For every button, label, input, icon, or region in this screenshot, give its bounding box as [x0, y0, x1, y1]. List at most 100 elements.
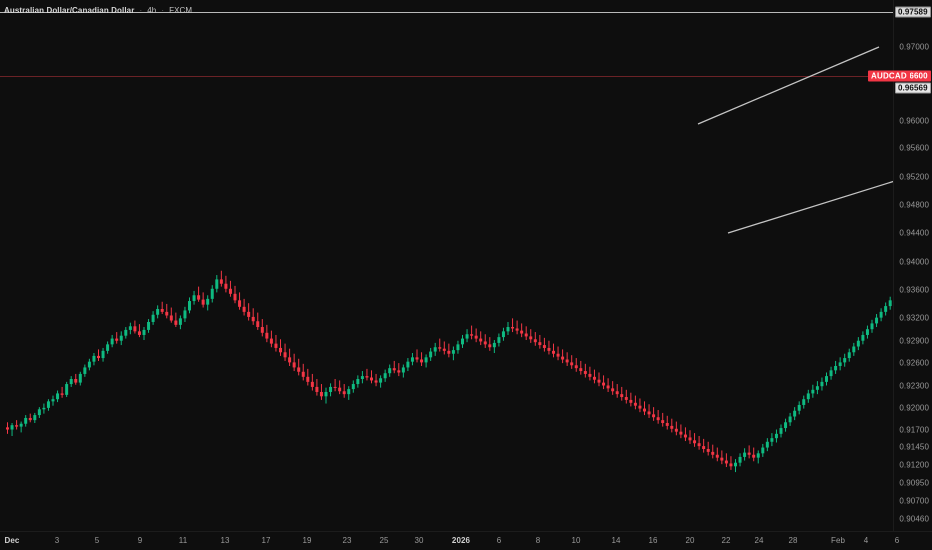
- legend-timeframe[interactable]: 4h: [147, 6, 157, 15]
- time-tick: 13: [220, 536, 230, 545]
- candle-body: [370, 377, 373, 381]
- candle-body: [142, 329, 146, 335]
- candle-wick: [539, 334, 541, 349]
- candle-body: [333, 386, 337, 388]
- candle-body: [670, 425, 674, 429]
- candle-body: [433, 347, 437, 352]
- candle-wick: [630, 392, 632, 407]
- candle-body: [115, 338, 119, 341]
- candle-wick: [138, 324, 140, 338]
- candle-body: [629, 399, 633, 403]
- candle-body: [656, 417, 660, 421]
- candle-body: [15, 425, 19, 427]
- candle-body: [547, 347, 551, 351]
- candle-body: [265, 332, 269, 339]
- candle-body: [260, 327, 264, 333]
- candle-body: [74, 378, 78, 383]
- candle-wick: [61, 386, 63, 398]
- candle-body: [28, 417, 32, 421]
- candle-wick: [530, 329, 532, 343]
- time-tick: 5: [94, 536, 100, 545]
- candle-body: [556, 353, 560, 357]
- candle-body: [797, 404, 801, 411]
- candle-body: [401, 367, 405, 373]
- candle-body: [752, 454, 756, 458]
- candle-body: [724, 460, 728, 464]
- candle-wick: [198, 286, 200, 302]
- legend-symbol-name[interactable]: Australian Dollar/Canadian Dollar: [4, 6, 135, 15]
- candle-body: [274, 343, 278, 348]
- candle-body: [570, 362, 574, 366]
- legend-separator-1: ·: [139, 6, 143, 15]
- channel-upper-line[interactable]: [697, 46, 880, 125]
- candle-body: [151, 314, 155, 322]
- candle-wick: [680, 424, 682, 439]
- candle-wick: [584, 363, 586, 378]
- time-scale[interactable]: Dec 3 5 9 11 13 17 19 23 25 30 2026 6 8 10 14 16 20 22 24 28…: [0, 531, 932, 550]
- candle-body: [520, 330, 524, 334]
- candle-body: [137, 331, 141, 335]
- candle-body: [233, 293, 237, 301]
- candle-wick: [621, 386, 623, 401]
- price-tick: 0.90700: [899, 496, 929, 506]
- candle-body: [652, 414, 656, 418]
- candle-body: [583, 371, 587, 374]
- candle-body: [643, 408, 646, 412]
- candle-body: [847, 352, 851, 359]
- candle-body: [56, 393, 60, 400]
- candle-body: [774, 433, 778, 439]
- candle-wick: [439, 338, 441, 352]
- candle-wick: [366, 368, 368, 381]
- candle-body: [815, 386, 819, 390]
- candle-body: [679, 431, 683, 435]
- candle-wick: [603, 375, 605, 390]
- candle-body: [6, 427, 9, 430]
- candle-body: [856, 340, 860, 347]
- chart-legend[interactable]: Australian Dollar/Canadian Dollar · 4h ·…: [4, 6, 192, 15]
- candle-wick: [566, 352, 568, 366]
- candle-body: [292, 362, 296, 368]
- candle-body: [147, 321, 151, 330]
- candle-body: [738, 456, 742, 463]
- candle-wick: [716, 447, 718, 462]
- time-tick: 19: [302, 536, 312, 545]
- chart-plot-area[interactable]: [0, 0, 893, 531]
- candle-wick: [753, 447, 755, 462]
- candle-body: [538, 342, 542, 346]
- time-tick: 4: [863, 536, 869, 545]
- candle-body: [256, 321, 260, 328]
- candle-wick: [525, 326, 527, 341]
- candle-body: [78, 373, 82, 383]
- time-tick: 28: [788, 536, 798, 545]
- time-tick: 22: [721, 536, 731, 545]
- candle-body: [451, 350, 455, 354]
- candle-body: [770, 438, 774, 442]
- candle-body: [888, 300, 892, 307]
- candle-wick: [725, 453, 727, 468]
- candle-wick: [703, 438, 705, 453]
- candle-body: [702, 446, 706, 449]
- legend-exchange[interactable]: FXCM: [169, 6, 193, 15]
- candle-wick: [280, 339, 281, 356]
- channel-lower-line[interactable]: [727, 180, 893, 234]
- price-tick: 0.94800: [899, 200, 929, 210]
- candle-body: [747, 452, 751, 455]
- candle-wick: [480, 331, 482, 346]
- candle-wick: [607, 378, 609, 392]
- candle-body: [283, 352, 287, 358]
- candle-wick: [334, 378, 336, 392]
- candle-wick: [170, 307, 172, 323]
- candle-body: [178, 318, 182, 325]
- candle-body: [743, 452, 747, 457]
- candle-body: [483, 341, 487, 345]
- candle-body: [210, 288, 214, 299]
- candle-wick: [516, 320, 518, 335]
- candle-body: [542, 345, 546, 348]
- candle-body: [574, 365, 578, 369]
- time-tick: 2026: [451, 536, 471, 545]
- candle-body: [306, 376, 310, 382]
- candle-body: [511, 327, 515, 329]
- candle-wick: [448, 343, 450, 358]
- candle-body: [356, 378, 360, 385]
- candle-body: [297, 367, 301, 372]
